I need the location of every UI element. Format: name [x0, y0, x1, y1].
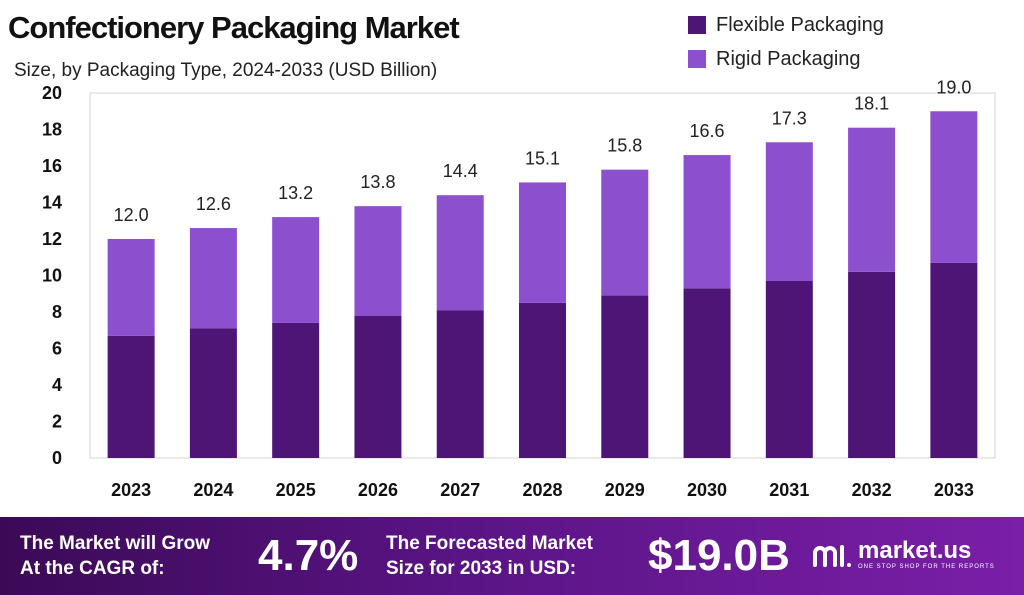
x-tick-label: 2029: [605, 480, 645, 500]
x-tick-label: 2025: [276, 480, 316, 500]
y-tick-label: 20: [42, 83, 62, 103]
cagr-label-line1: The Market will Grow: [20, 533, 211, 554]
y-tick-label: 2: [52, 412, 62, 432]
legend-label-rigid: Rigid Packaging: [716, 47, 861, 70]
x-tick-label: 2026: [358, 480, 398, 500]
y-tick-label: 8: [52, 302, 62, 322]
forecast-label-line1: The Forecasted Market: [386, 533, 593, 554]
bar-rigid-2032: [848, 127, 896, 272]
bar-rigid-2029: [601, 169, 649, 296]
data-label-total: 15.1: [525, 148, 560, 168]
x-tick-label: 2033: [934, 480, 974, 500]
bar-rigid-2033: [930, 111, 978, 263]
brand-name: market.us: [858, 537, 972, 564]
bar-flexible-2025: [272, 322, 320, 458]
x-tick-label: 2028: [522, 480, 562, 500]
cagr-value: 4.7%: [258, 531, 359, 580]
data-label-total: 13.8: [360, 172, 395, 192]
x-tick-label: 2024: [193, 480, 233, 500]
bar-flexible-2024: [189, 328, 237, 458]
bar-flexible-2023: [107, 335, 155, 458]
x-tick-label: 2023: [111, 480, 151, 500]
bar-rigid-2024: [189, 228, 237, 329]
data-label-total: 18.1: [854, 94, 889, 114]
data-label-total: 13.2: [278, 183, 313, 203]
bar-flexible-2030: [683, 288, 731, 458]
bar-rigid-2028: [519, 182, 566, 303]
stacked-bar-chart: 0 2 4 6 8 10 12 14 16 18 20 12.0 2023 12.6 2024 13.2 202…: [42, 77, 996, 500]
y-tick-label: 0: [52, 448, 62, 468]
x-tick-label: 2032: [852, 480, 892, 500]
bar-rigid-2026: [354, 206, 402, 316]
bar-rigid-2023: [107, 239, 155, 336]
bar-flexible-2027: [436, 310, 484, 458]
legend: Flexible Packaging Rigid Packaging: [688, 10, 884, 78]
footer-banner: The Market will Grow At the CAGR of: 4.7…: [0, 517, 1024, 595]
bar-rigid-2031: [765, 142, 813, 281]
y-tick-label: 4: [52, 375, 62, 395]
forecast-label: The Forecasted Market Size for 2033 in U…: [386, 531, 593, 581]
x-tick-label: 2027: [440, 480, 480, 500]
bar-flexible-2026: [354, 315, 402, 458]
bar-rigid-2030: [683, 155, 731, 289]
bar-flexible-2031: [765, 280, 813, 458]
y-tick-label: 14: [42, 193, 62, 213]
data-label-total: 14.4: [443, 161, 478, 181]
legend-swatch-flexible: [688, 16, 706, 34]
chart-subtitle: Size, by Packaging Type, 2024-2033 (USD …: [14, 60, 438, 81]
chart-title: Confectionery Packaging Market: [8, 10, 460, 45]
bar-rigid-2027: [436, 195, 484, 311]
legend-item-rigid: Rigid Packaging: [688, 44, 884, 74]
cagr-label: The Market will Grow At the CAGR of:: [20, 531, 210, 581]
y-tick-label: 18: [42, 120, 62, 140]
y-tick-label: 16: [42, 156, 62, 176]
legend-swatch-rigid: [688, 50, 706, 68]
data-label-total: 17.3: [772, 108, 807, 128]
forecast-value: $19.0B: [648, 531, 790, 580]
data-label-total: 12.0: [114, 205, 149, 225]
data-label-total: 19.0: [936, 77, 971, 97]
market-us-logo-icon: [813, 544, 851, 567]
brand-tagline: ONE STOP SHOP FOR THE REPORTS: [858, 564, 995, 570]
x-tick-label: 2030: [687, 480, 727, 500]
cagr-label-line2: At the CAGR of:: [20, 558, 165, 579]
legend-label-flexible: Flexible Packaging: [716, 13, 884, 36]
y-tick-label: 10: [42, 266, 62, 286]
bar-flexible-2032: [848, 271, 896, 458]
bar-flexible-2028: [519, 302, 566, 458]
market-us-logo: market.us ONE STOP SHOP FOR THE REPORTS: [812, 539, 995, 572]
y-tick-label: 12: [42, 229, 62, 249]
forecast-label-line2: Size for 2033 in USD:: [386, 558, 577, 579]
bar-flexible-2033: [930, 262, 978, 458]
data-label-total: 16.6: [690, 121, 725, 141]
x-tick-label: 2031: [769, 480, 809, 500]
y-tick-label: 6: [52, 339, 62, 359]
data-label-total: 12.6: [196, 194, 231, 214]
legend-item-flexible: Flexible Packaging: [688, 10, 884, 40]
bar-flexible-2029: [601, 295, 649, 458]
data-label-total: 15.8: [607, 136, 642, 156]
bar-rigid-2025: [272, 217, 320, 323]
